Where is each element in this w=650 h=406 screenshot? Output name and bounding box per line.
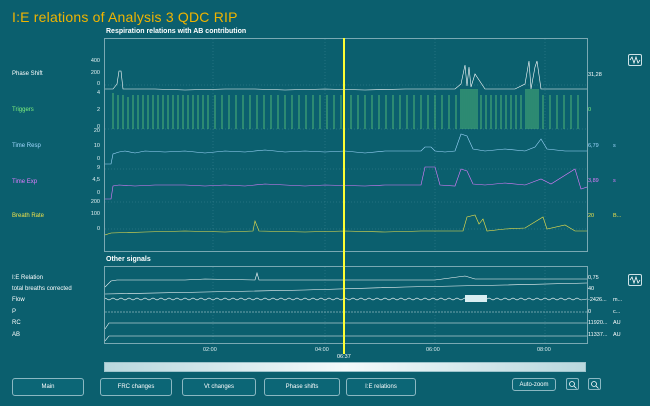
time-label-0800: 08:00 [537,347,551,353]
value-rc: 11920... [588,320,608,326]
top-panel-label: Respiration relations with AB contributi… [106,28,247,35]
unit-time-resp: s [613,143,616,149]
top-chart-panel[interactable] [104,38,588,252]
time-exp-trace [105,166,587,200]
main-button[interactable]: Main [12,378,84,396]
row-label-total-breaths: total breaths corrected [12,286,72,292]
tick-phase-0: 0 [96,81,100,87]
top-chart-canvas [105,39,587,251]
frc-changes-button[interactable]: FRC changes [100,378,172,396]
unit-flow: m... [613,297,623,303]
tick-tresp-10: 10 [93,143,100,149]
value-time-exp: 3,89 [588,178,599,184]
tick-texp-4-5: 4,5 [92,177,100,183]
time-label-0600: 06:00 [426,347,440,353]
time-label-0200: 02:00 [203,347,217,353]
phase-shift-trace [105,60,587,91]
zoom-in-button[interactable] [566,378,579,390]
row-label-ie-relation: I:E Relation [12,275,44,281]
flow-trace [105,297,587,301]
bottom-chart-canvas [105,267,587,343]
row-label-ab: AB [12,332,21,338]
waveform-icon[interactable] [628,54,642,66]
tick-breath-100: 100 [90,211,100,217]
unit-ab: AU [613,332,621,338]
value-flow: -2426... [588,297,607,303]
tick-breath-0: 0 [96,226,100,232]
row-label-time-exp: Time Exp [12,179,38,185]
vt-changes-button[interactable]: Vt changes [182,378,256,396]
unit-breath-rate: B... [613,213,622,219]
tick-texp-9: 9 [96,165,100,171]
breath-rate-trace [105,214,587,236]
value-total-breaths: 40 [588,286,595,292]
row-label-breath-rate: Breath Rate [12,213,45,219]
unit-time-exp: s [613,178,616,184]
time-label-0400: 04:00 [315,347,329,353]
unit-rc: AU [613,320,621,326]
tick-phase-400: 400 [90,58,100,64]
value-p: 0 [588,309,592,315]
flow-burst [465,295,487,302]
row-label-triggers: Triggers [12,107,34,113]
time-cursor[interactable] [343,38,345,354]
tick-trig-2: 2 [96,107,100,113]
value-time-resp: 6,79 [588,143,599,149]
tick-tresp-20: 20 [93,128,100,134]
bottom-panel-label: Other signals [106,256,151,263]
value-ie-relation: 0,75 [588,275,599,281]
rc-trace [105,322,587,330]
ie-relations-button[interactable]: I:E relations [346,378,416,396]
tick-trig-0: 0 [96,124,100,130]
tick-phase-200: 200 [90,70,100,76]
value-triggers: 0 [588,107,592,113]
row-label-time-resp: Time Resp [12,143,41,149]
ie-relation-trace [105,271,587,288]
value-breath-rate: 20 [588,213,595,219]
value-phase-shift: 31,28 [588,72,602,78]
page-title: I:E relations of Analysis 3 QDC RIP [12,9,238,25]
row-label-flow: Flow [12,297,25,303]
zoom-out-button[interactable] [588,378,601,390]
tick-trig-4: 4 [96,90,100,96]
bottom-chart-panel[interactable] [104,266,588,344]
waveform-icon-bottom[interactable] [628,274,642,286]
zoom-out-icon [591,380,599,389]
row-label-rc: RC [12,320,21,326]
time-resp-trace [105,133,587,165]
unit-p: c... [613,309,621,315]
triggers-trace [112,89,579,129]
row-label-p: P [12,309,17,315]
cursor-time-label: 06:37 [337,354,351,360]
auto-zoom-button[interactable]: Auto-zoom [512,378,556,391]
timeline-scrollbar[interactable] [104,362,586,372]
tick-breath-200: 200 [90,199,100,205]
tick-tresp-0: 0 [96,156,100,162]
ab-trace [105,335,587,342]
zoom-in-icon [569,380,577,389]
tick-texp-0: 0 [96,190,100,196]
phase-shifts-button[interactable]: Phase shifts [264,378,340,396]
total-breaths-trace [105,282,587,295]
value-ab: 11337... [588,332,608,338]
row-label-phase-shift: Phase Shift [12,71,43,77]
